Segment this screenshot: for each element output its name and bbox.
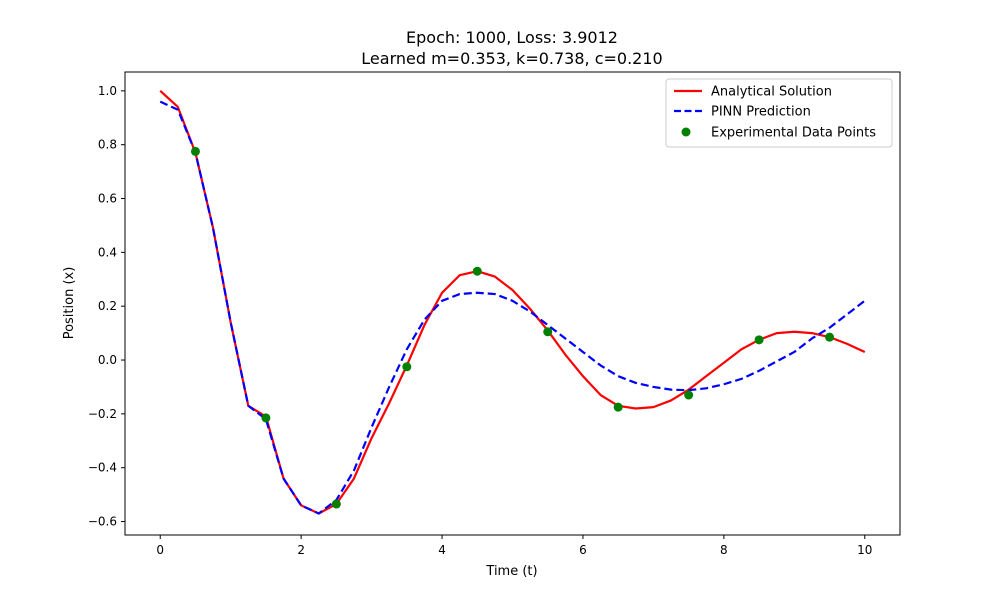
y-tick-label: −0.4 [88,461,117,475]
plot-content [159,90,866,515]
data-point [543,327,553,337]
x-tick-label: 8 [720,543,728,557]
legend-label-analytical: Analytical Solution [711,85,832,100]
y-tick-label: 0.8 [98,138,117,152]
data-point [754,335,764,345]
y-tick-label: 0.6 [98,192,117,206]
x-tick-label: 2 [297,543,305,557]
data-point [472,266,482,276]
chart-title-line1: Epoch: 1000, Loss: 3.9012 [406,28,618,47]
data-point [190,146,200,156]
data-point [261,413,271,423]
y-tick-label: 0.0 [98,353,117,367]
legend: Analytical Solution PINN Prediction Expe… [665,78,893,148]
x-tick-label: 4 [438,543,446,557]
series-line-pinn [159,100,866,515]
y-tick-label: 0.4 [98,245,117,259]
axes: 0 2 4 6 8 10 −0.6 −0.4 −0.2 0.0 0.2 0.4 0.6 0.8 1.0 [88,71,901,557]
y-tick-label: −0.6 [88,515,117,529]
data-point [684,390,694,400]
data-point [331,499,341,509]
x-tick-label: 6 [579,543,587,557]
y-tick-label: 1.0 [98,84,117,98]
plot-area [159,90,866,515]
legend-frame [665,78,893,148]
legend-swatch-experimental [681,127,691,137]
legend-label-experimental: Experimental Data Points [711,126,876,141]
y-tick-label: 0.2 [98,299,117,313]
legend-label-pinn: PINN Prediction [711,105,811,120]
axes-frame [124,71,901,536]
x-axis-label: Time (t) [485,564,537,579]
x-tick-label: 10 [857,543,872,557]
data-point [825,332,835,342]
x-tick-label: 0 [156,543,164,557]
data-point [613,402,623,412]
y-tick-label: −0.2 [88,407,117,421]
y-axis-label: Position (x) [62,267,77,340]
chart-title-line2: Learned m=0.353, k=0.738, c=0.210 [361,49,662,68]
data-point [402,362,412,372]
